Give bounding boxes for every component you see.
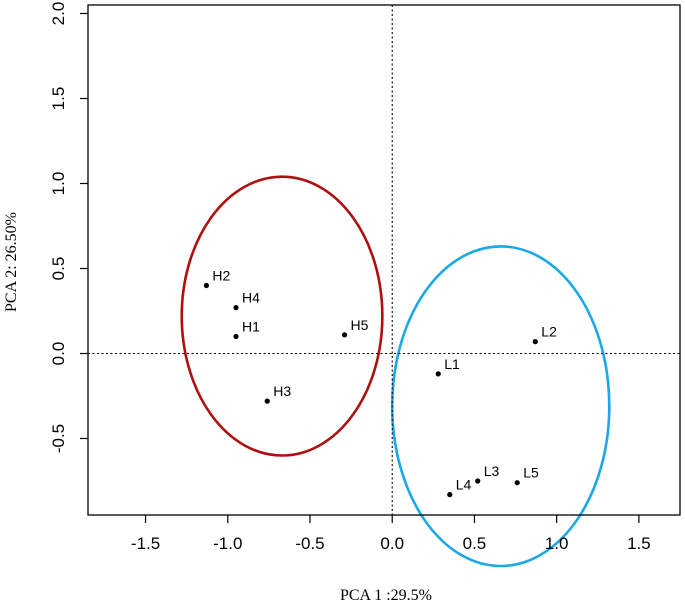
point-h2	[203, 282, 209, 289]
x-tick-label: -1.0	[213, 534, 242, 553]
x-tick-label: -0.5	[295, 534, 324, 553]
point-h3	[264, 398, 270, 404]
point-label-h5: H5	[351, 317, 369, 333]
x-axis-title: PCA 1 :29.5%	[340, 587, 432, 604]
point-h5	[341, 332, 348, 338]
group-ellipse-h	[180, 175, 384, 457]
point-label-h2: H2	[212, 268, 230, 284]
point-h1	[233, 333, 239, 340]
y-tick-label: 2.0	[49, 2, 68, 26]
y-tick-label: 1.5	[49, 87, 68, 111]
x-tick-label: 0.5	[463, 534, 487, 553]
reference-line-layer	[88, 5, 680, 515]
x-tick-label: 0.0	[380, 534, 404, 553]
group-ellipse-l	[390, 245, 611, 568]
point-label-l2: L2	[541, 324, 557, 340]
point-l2	[532, 339, 538, 345]
point-label-h1: H1	[242, 319, 260, 335]
y-tick-label: 0.5	[49, 257, 68, 281]
x-tick-label: 1.5	[627, 534, 651, 553]
point-l4	[447, 492, 453, 498]
plot-frame	[87, 4, 681, 516]
point-label-h3: H3	[273, 383, 291, 399]
y-axis-ticks: -0.5 0.0 0.5 1.0 1.5 2.0	[49, 2, 88, 453]
x-axis-ticks: -1.5 -1.0 -0.5 0.0 0.5 1.0 1.5	[131, 515, 651, 553]
ellipse-layer	[180, 175, 611, 568]
y-tick-label: 1.0	[49, 172, 68, 196]
y-tick-label: -0.5	[49, 424, 68, 453]
x-tick-label: -1.5	[131, 534, 160, 553]
point-label-h4: H4	[242, 290, 260, 306]
point-h4	[233, 305, 239, 311]
point-l5	[514, 480, 520, 486]
point-l3	[475, 478, 481, 484]
point-label-l5: L5	[523, 465, 539, 481]
point-layer: H2 H4 H1 H5 H3 L2 L1 L3 L5 L4	[203, 268, 557, 498]
point-label-l4: L4	[456, 477, 472, 493]
y-tick-label: 0.0	[49, 342, 68, 366]
point-l1	[435, 371, 441, 377]
y-axis-title: PCA 2: 26.50%	[3, 212, 20, 312]
x-tick-label: 1.0	[545, 534, 569, 553]
point-label-l1: L1	[444, 356, 460, 372]
point-label-l3: L3	[484, 463, 500, 479]
